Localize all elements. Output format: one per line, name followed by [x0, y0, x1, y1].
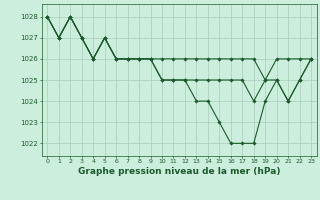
X-axis label: Graphe pression niveau de la mer (hPa): Graphe pression niveau de la mer (hPa) [78, 167, 280, 176]
